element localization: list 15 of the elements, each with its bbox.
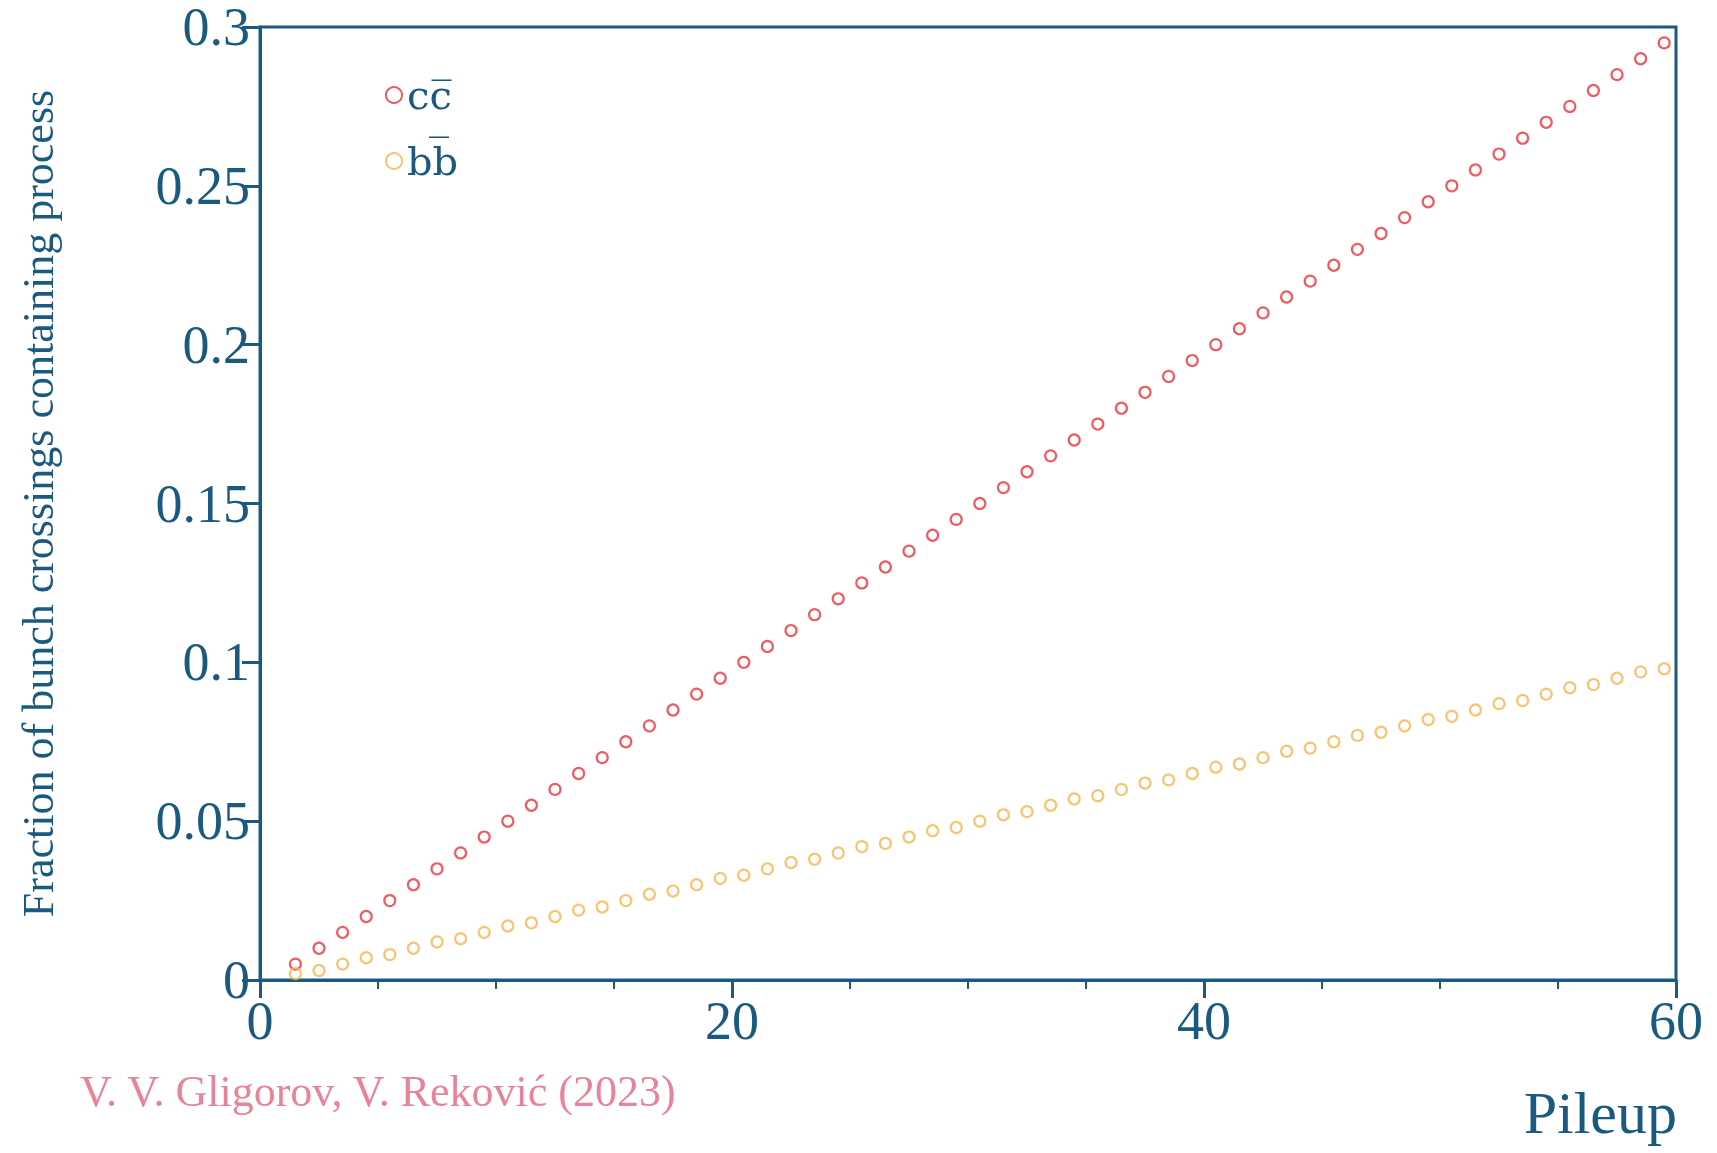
y-tick-label: 0 <box>223 950 250 1010</box>
y-tick-label: 0.2 <box>182 314 250 375</box>
y-tick-label: 0.15 <box>155 473 250 534</box>
legend-label: cc̅ <box>407 72 452 118</box>
y-tick-label: 0.1 <box>182 632 250 693</box>
y-tick-label: 0.3 <box>182 0 250 57</box>
x-tick-label: 20 <box>705 991 759 1051</box>
y-tick-label: 0.05 <box>155 791 250 852</box>
y-axis-title: Fraction of bunch crossings containing process <box>13 89 63 918</box>
x-tick-label: 40 <box>1177 991 1231 1051</box>
text: V. V. Gligorov, V. Reković (2023) <box>80 1066 676 1116</box>
x-axis-title: Pileup <box>1523 1080 1677 1146</box>
y-tick-label: 0.25 <box>155 155 250 216</box>
x-tick-label: 60 <box>1649 991 1703 1051</box>
legend-label: bb̅ <box>407 136 459 184</box>
